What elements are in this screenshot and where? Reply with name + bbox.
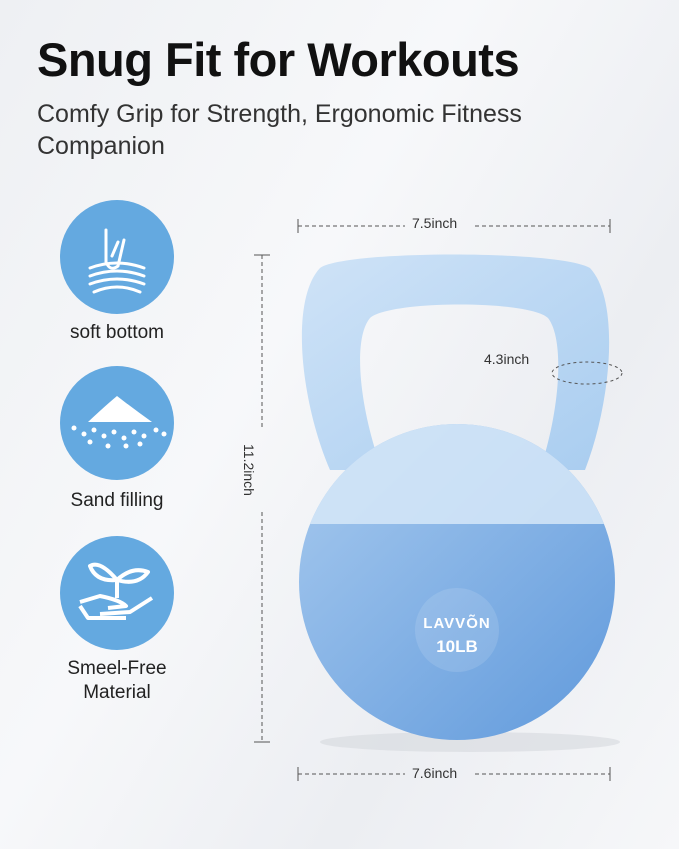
headline: Snug Fit for Workouts — [37, 33, 520, 86]
bottom-width-label: 7.6inch — [412, 765, 458, 781]
sand-pile-icon — [60, 366, 174, 480]
feature-label: Smeel-Free Material — [67, 658, 167, 703]
sprout-hand-icon — [60, 536, 174, 650]
subheadline: Comfy Grip for Strength, Ergonomic Fitne… — [37, 100, 522, 160]
finger-press-icon — [60, 200, 174, 314]
height-label: 11.2inch — [240, 444, 257, 496]
feature-label: soft bottom — [70, 322, 164, 343]
weight-label: 10LB — [436, 637, 478, 656]
top-width-label: 7.5inch — [412, 215, 458, 231]
feature-label: Sand filling — [70, 490, 164, 511]
handle-label: 4.3inch — [484, 351, 530, 367]
brand-logo: LAVVÕN — [423, 615, 491, 632]
